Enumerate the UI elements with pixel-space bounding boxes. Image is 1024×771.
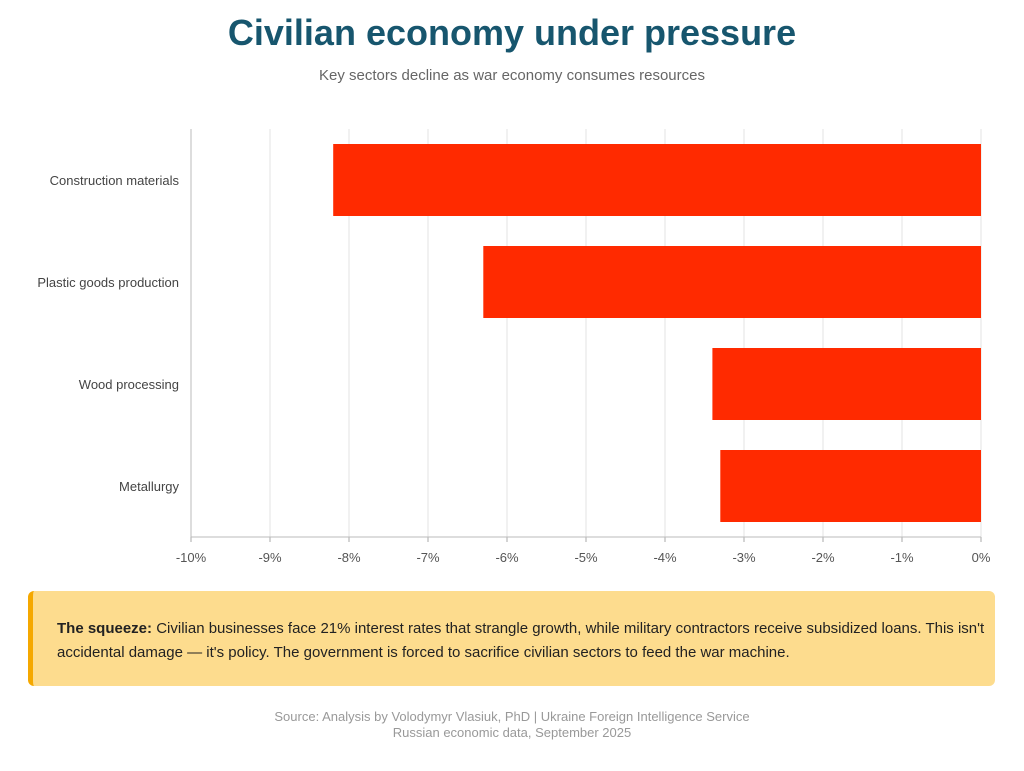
x-tick-label: -6% xyxy=(495,550,519,565)
bar-chart: -10% -9% -8% -7% -6% -5% -4% -3% -2% -1% 0% Constru… xyxy=(37,129,991,565)
callout-bold: The squeeze: xyxy=(57,620,153,637)
y-category-label: Plastic goods production xyxy=(37,275,179,290)
y-category-label: Metallurgy xyxy=(119,479,179,494)
callout-text: Civilian businesses face 21% interest ra… xyxy=(57,620,985,661)
source-note: Source: Analysis by Volodymyr Vlasiuk, P… xyxy=(0,709,1024,741)
x-tick-label: -7% xyxy=(416,550,440,565)
x-tick-label: -3% xyxy=(732,550,756,565)
x-tick-label: -10% xyxy=(176,550,207,565)
bar xyxy=(483,246,981,318)
x-tick-label: 0% xyxy=(972,550,991,565)
callout-box: The squeeze: Civilian businesses face 21… xyxy=(28,591,995,686)
x-tick-label: -2% xyxy=(811,550,835,565)
bar xyxy=(712,348,981,420)
bar xyxy=(333,144,981,216)
x-tick-label: -4% xyxy=(653,550,677,565)
y-category-label: Wood processing xyxy=(79,377,179,392)
x-tick-label: -1% xyxy=(890,550,914,565)
x-tick-label: -9% xyxy=(258,550,282,565)
y-category-label: Construction materials xyxy=(50,173,180,188)
chart-title: Civilian economy under pressure xyxy=(227,12,797,53)
chart-subtitle: Key sectors decline as war economy consu… xyxy=(318,67,705,84)
source-line-1: Source: Analysis by Volodymyr Vlasiuk, P… xyxy=(274,709,750,724)
x-tick-label: -5% xyxy=(574,550,598,565)
bar xyxy=(720,450,981,522)
x-tick-label: -8% xyxy=(337,550,361,565)
source-line-2: Russian economic data, September 2025 xyxy=(392,725,632,740)
